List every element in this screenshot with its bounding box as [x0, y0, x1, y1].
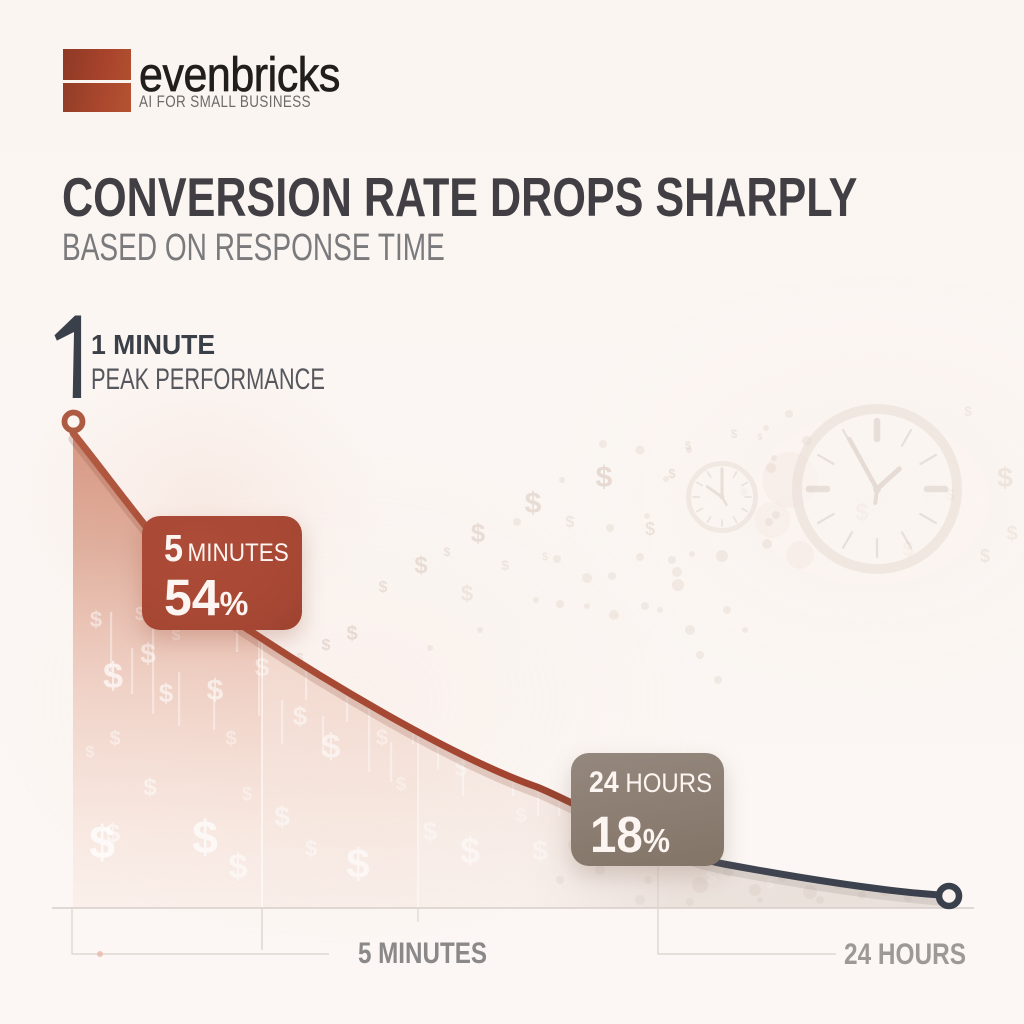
svg-text:$: $: [461, 581, 473, 606]
svg-text:$: $: [396, 774, 406, 794]
svg-text:$: $: [89, 816, 115, 868]
svg-text:$: $: [225, 728, 236, 750]
svg-text:$: $: [414, 552, 428, 579]
svg-text:$: $: [766, 875, 774, 891]
svg-text:$: $: [143, 774, 157, 801]
svg-text:$: $: [255, 652, 270, 682]
svg-text:$: $: [685, 440, 691, 452]
svg-text:$: $: [109, 728, 120, 750]
svg-text:$: $: [192, 811, 218, 863]
svg-text:$: $: [274, 801, 290, 832]
svg-text:$: $: [501, 557, 509, 573]
svg-text:$: $: [596, 461, 613, 494]
svg-text:$: $: [515, 805, 526, 827]
svg-text:$: $: [159, 678, 174, 708]
svg-text:$: $: [525, 487, 542, 520]
svg-text:$: $: [706, 867, 716, 887]
svg-text:$: $: [997, 462, 1013, 493]
svg-text:$: $: [106, 818, 121, 848]
svg-text:$: $: [376, 725, 388, 750]
svg-text:$: $: [668, 466, 676, 481]
svg-text:$: $: [86, 744, 95, 761]
svg-text:$: $: [346, 623, 357, 645]
svg-text:$: $: [386, 677, 394, 693]
svg-text:$: $: [460, 830, 480, 871]
svg-text:$: $: [296, 650, 304, 665]
svg-text:$: $: [542, 551, 548, 563]
svg-text:$: $: [423, 816, 438, 846]
svg-text:$: $: [229, 848, 248, 886]
svg-text:$: $: [322, 728, 341, 766]
svg-text:$: $: [964, 403, 972, 419]
svg-text:$: $: [379, 579, 388, 596]
svg-text:$: $: [90, 607, 102, 632]
svg-text:$: $: [1006, 523, 1017, 545]
svg-text:$: $: [322, 637, 331, 654]
svg-text:$: $: [103, 655, 123, 696]
svg-text:$: $: [242, 784, 252, 804]
svg-text:$: $: [410, 683, 421, 705]
svg-text:$: $: [757, 432, 762, 442]
svg-text:$: $: [471, 518, 486, 548]
svg-text:$: $: [172, 627, 181, 644]
svg-text:$: $: [207, 674, 224, 707]
svg-text:$: $: [532, 835, 548, 866]
svg-text:$: $: [500, 729, 510, 749]
svg-text:$: $: [293, 701, 308, 731]
svg-text:$: $: [305, 836, 317, 861]
svg-text:$: $: [731, 427, 738, 441]
svg-text:$: $: [135, 604, 145, 624]
svg-text:$: $: [346, 840, 369, 887]
svg-text:$: $: [444, 545, 451, 559]
svg-text:$: $: [645, 519, 655, 539]
svg-text:$: $: [140, 638, 156, 669]
svg-text:$: $: [980, 546, 990, 566]
svg-text:$: $: [566, 514, 575, 531]
